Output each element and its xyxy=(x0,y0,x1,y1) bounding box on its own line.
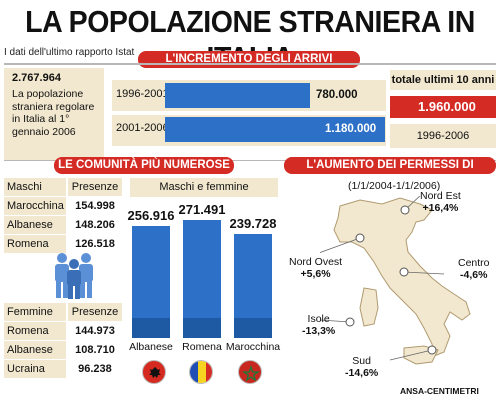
presence-value: 144.973 xyxy=(67,322,122,340)
region-value: +5,6% xyxy=(300,268,331,280)
presence-value: 148.206 xyxy=(67,216,122,234)
maschi-femmine-label: Maschi e femmine xyxy=(130,178,278,197)
table-header: Presenze xyxy=(67,178,122,196)
arrivi-header: L'INCREMENTO DEGLI ARRIVI xyxy=(138,51,360,68)
table-row: Marocchina 154.998 xyxy=(4,197,122,216)
table-row: Albanese 108.710 xyxy=(4,341,122,360)
total-label: totale ultimi 10 anni xyxy=(390,70,496,90)
map-period: (1/1/2004-1/1/2006) xyxy=(348,180,441,192)
kpi-box: 2.767.964 La popolazione straniera regol… xyxy=(4,68,104,160)
albania-flag-icon xyxy=(142,360,166,384)
bar-value-label: 1.180.000 xyxy=(325,123,377,135)
nationality: Albanese xyxy=(4,216,66,234)
region-sud: Sud -14,6% xyxy=(345,355,378,379)
bar-category-label: Romena xyxy=(182,341,222,353)
kpi-value: 2.767.964 xyxy=(12,72,61,84)
bar xyxy=(165,83,310,108)
nationality: Albanese xyxy=(4,341,66,359)
region-value: -14,6% xyxy=(345,367,379,379)
communities-bar-chart: 256.916 Albanese 271.491 Romena 239.728 Maroc… xyxy=(128,198,281,353)
bar-category-label: 1996-2001 xyxy=(116,88,169,100)
region-name: Sud xyxy=(352,355,371,367)
nationality: Marocchina xyxy=(4,197,66,215)
table-row: Albanese 148.206 xyxy=(4,216,122,235)
bar-value-label: 780.000 xyxy=(316,89,358,101)
permessi-header: L'AUMENTO DEI PERMESSI DI SOGGIORNO xyxy=(284,157,496,188)
subtitle: I dati dell'ultimo rapporto Istat xyxy=(4,47,135,58)
romania-flag-icon xyxy=(189,360,213,384)
table-femmine: Femmine Presenze Romena 144.973 Albanese… xyxy=(4,303,122,379)
region-isole: Isole -13,3% xyxy=(302,313,335,337)
divider xyxy=(4,63,496,65)
region-name: Isole xyxy=(307,313,330,325)
region-value: -13,3% xyxy=(302,325,336,337)
italy-map xyxy=(320,196,471,365)
region-nord-ovest: Nord Ovest +5,6% xyxy=(289,256,342,280)
table-header: Maschi xyxy=(4,178,66,196)
bar xyxy=(165,117,385,142)
region-name: Centro xyxy=(458,257,490,269)
bar-value-label: 256.916 xyxy=(127,208,175,223)
nationality: Romena xyxy=(4,235,66,253)
bar-value-label: 239.728 xyxy=(229,216,277,231)
morocco-flag-icon xyxy=(238,360,262,384)
kpi-label: La popolazione straniera regolare in Ita… xyxy=(12,88,95,138)
bar-base xyxy=(183,318,221,338)
presence-value: 108.710 xyxy=(67,341,122,359)
region-value: +16,4% xyxy=(422,202,459,214)
presence-value: 96.238 xyxy=(67,360,122,378)
table-row: Ucraina 96.238 xyxy=(4,360,122,379)
bar-value-label: 271.491 xyxy=(178,202,226,217)
total-value: 1.960.000 xyxy=(390,96,496,118)
bar-category-label: 2001-2006 xyxy=(116,122,169,134)
credit: ANSA-CENTIMETRI xyxy=(400,386,479,396)
table-maschi: Maschi Presenze Marocchina 154.998 Alban… xyxy=(4,178,122,254)
table-header: Femmine xyxy=(4,303,66,321)
bar-category-label: Marocchina xyxy=(225,341,281,353)
bar-category-label: Albanese xyxy=(129,341,173,353)
comunita-header: LE COMUNITÀ PIÙ NUMEROSE xyxy=(54,157,234,174)
nationality: Ucraina xyxy=(4,360,66,378)
presence-value: 154.998 xyxy=(67,197,122,215)
table-header: Presenze xyxy=(67,303,122,321)
region-centro: Centro -4,6% xyxy=(458,257,490,281)
presence-value: 126.518 xyxy=(67,235,122,253)
bar-base xyxy=(234,318,272,338)
region-nord-est: Nord Est +16,4% xyxy=(420,190,461,214)
region-name: Nord Est xyxy=(420,190,461,202)
divider xyxy=(4,160,496,161)
region-value: -4,6% xyxy=(460,269,488,281)
nationality: Romena xyxy=(4,322,66,340)
bar-base xyxy=(132,318,170,338)
people-icon xyxy=(55,253,93,299)
region-name: Nord Ovest xyxy=(289,256,343,268)
table-row: Romena 126.518 xyxy=(4,235,122,254)
total-period: 1996-2006 xyxy=(390,124,496,148)
table-row: Romena 144.973 xyxy=(4,322,122,341)
